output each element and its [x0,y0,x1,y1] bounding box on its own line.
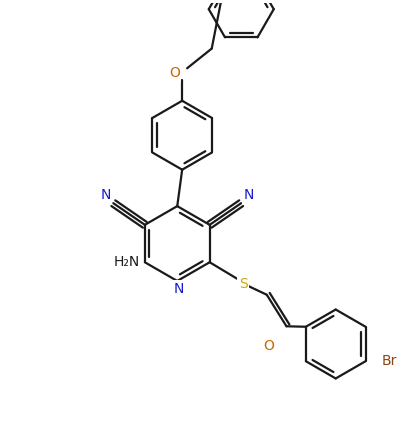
Text: Br: Br [381,354,397,368]
Text: O: O [169,66,180,80]
Text: S: S [239,277,248,291]
Text: N: N [244,188,254,202]
Text: N: N [100,188,111,202]
Text: H₂N: H₂N [114,255,140,269]
Text: O: O [263,339,274,353]
Text: N: N [174,282,184,296]
